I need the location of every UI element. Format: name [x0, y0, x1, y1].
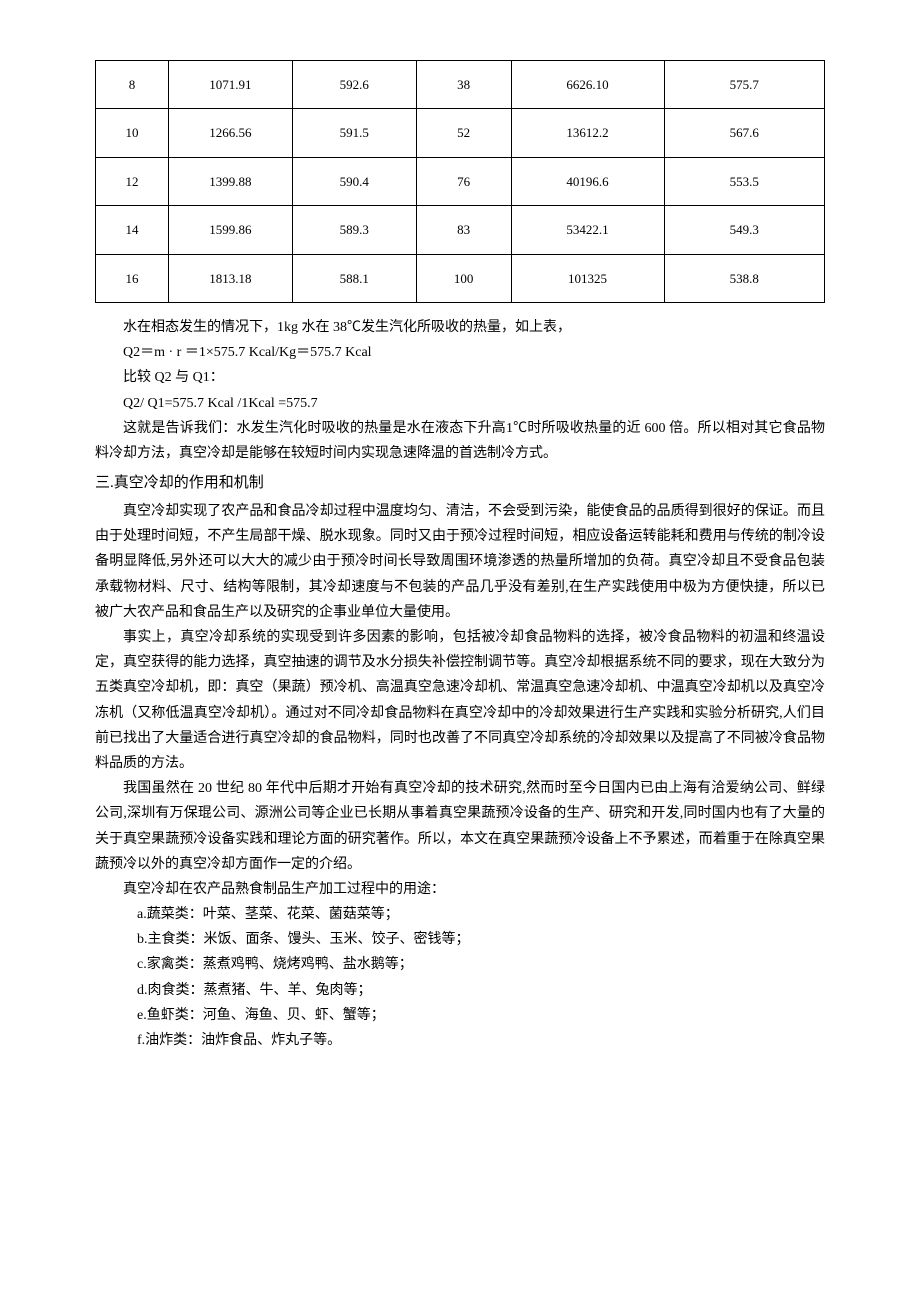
formula-line: Q2/ Q1=575.7 Kcal /1Kcal =575.7 [95, 391, 825, 416]
cell: 567.6 [664, 109, 824, 157]
cell: 1399.88 [168, 157, 292, 205]
cell: 100 [416, 254, 511, 302]
cell: 592.6 [292, 61, 416, 109]
paragraph: 事实上，真空冷却系统的实现受到许多因素的影响，包括被冷却食品物料的选择，被冷食品… [95, 625, 825, 776]
paragraph: 真空冷却实现了农产品和食品冷却过程中温度均匀、清洁，不会受到污染，能使食品的品质… [95, 499, 825, 625]
formula-line: 比较 Q2 与 Q1： [95, 365, 825, 390]
cell: 588.1 [292, 254, 416, 302]
formula-line: Q2＝m · r ＝1×575.7 Kcal/Kg＝575.7 Kcal [95, 340, 825, 365]
cell: 52 [416, 109, 511, 157]
table-row: 16 1813.18 588.1 100 101325 538.8 [96, 254, 825, 302]
cell: 12 [96, 157, 169, 205]
paragraph: 水在相态发生的情况下，1kg 水在 38℃发生汽化所吸收的热量，如上表， [95, 315, 825, 340]
cell: 14 [96, 206, 169, 254]
cell: 83 [416, 206, 511, 254]
cell: 591.5 [292, 109, 416, 157]
cell: 549.3 [664, 206, 824, 254]
list-item: e.鱼虾类：河鱼、海鱼、贝、虾、蟹等； [95, 1003, 825, 1028]
section-heading: 三.真空冷却的作用和机制 [95, 470, 825, 497]
cell: 1266.56 [168, 109, 292, 157]
cell: 589.3 [292, 206, 416, 254]
list-item: f.油炸类：油炸食品、炸丸子等。 [95, 1028, 825, 1053]
cell: 53422.1 [511, 206, 664, 254]
list-item: b.主食类：米饭、面条、馒头、玉米、饺子、密钱等； [95, 927, 825, 952]
cell: 6626.10 [511, 61, 664, 109]
cell: 553.5 [664, 157, 824, 205]
table-row: 12 1399.88 590.4 76 40196.6 553.5 [96, 157, 825, 205]
paragraph: 我国虽然在 20 世纪 80 年代中后期才开始有真空冷却的技术研究,然而时至今日… [95, 776, 825, 877]
cell: 101325 [511, 254, 664, 302]
cell: 40196.6 [511, 157, 664, 205]
cell: 1071.91 [168, 61, 292, 109]
cell: 1813.18 [168, 254, 292, 302]
list-item: c.家禽类：蒸煮鸡鸭、烧烤鸡鸭、盐水鹅等； [95, 952, 825, 977]
cell: 538.8 [664, 254, 824, 302]
table-row: 10 1266.56 591.5 52 13612.2 567.6 [96, 109, 825, 157]
list-item: d.肉食类：蒸煮猪、牛、羊、兔肉等； [95, 978, 825, 1003]
cell: 76 [416, 157, 511, 205]
cell: 590.4 [292, 157, 416, 205]
cell: 1599.86 [168, 206, 292, 254]
paragraph: 这就是告诉我们：水发生汽化时吸收的热量是水在液态下升高1℃时所吸收热量的近 60… [95, 416, 825, 466]
cell: 13612.2 [511, 109, 664, 157]
paragraph: 真空冷却在农产品熟食制品生产加工过程中的用途： [95, 877, 825, 902]
table-row: 14 1599.86 589.3 83 53422.1 549.3 [96, 206, 825, 254]
list-item: a.蔬菜类：叶菜、茎菜、花菜、菌菇菜等； [95, 902, 825, 927]
cell: 38 [416, 61, 511, 109]
cell: 10 [96, 109, 169, 157]
cell: 16 [96, 254, 169, 302]
table-row: 8 1071.91 592.6 38 6626.10 575.7 [96, 61, 825, 109]
data-table: 8 1071.91 592.6 38 6626.10 575.7 10 1266… [95, 60, 825, 303]
cell: 8 [96, 61, 169, 109]
cell: 575.7 [664, 61, 824, 109]
